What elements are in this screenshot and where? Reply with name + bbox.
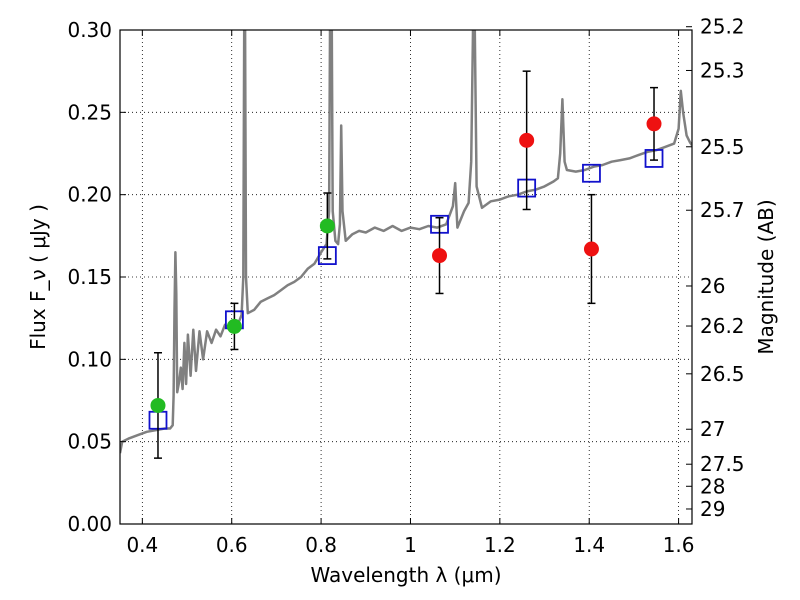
grid-lines <box>120 30 692 524</box>
y-tick-label: 0.05 <box>67 430 112 454</box>
x-axis-label: Wavelength λ (μm) <box>310 563 501 587</box>
y-tick-label: 0.15 <box>67 265 112 289</box>
x-tick-label: 0.6 <box>216 533 248 557</box>
mag-tick-label: 26.2 <box>700 314 745 338</box>
spectrum-line <box>120 30 692 454</box>
y-axis-label: Flux F_ν ( μJy ) <box>26 204 50 350</box>
mag-tick-label: 28 <box>700 474 725 498</box>
y2-axis-label-text: Magnitude (AB) <box>754 199 778 354</box>
mag-tick-label: 25.5 <box>700 135 745 159</box>
y-tick-label: 0.25 <box>67 100 112 124</box>
mag-tick-label: 27.5 <box>700 452 745 476</box>
x-tick-label: 1.4 <box>573 533 605 557</box>
x-tick-label: 0.4 <box>126 533 158 557</box>
y-tick-label: 0.00 <box>67 512 112 536</box>
mag-tick-label: 26 <box>700 274 725 298</box>
plot-frame <box>119 29 693 525</box>
green-data-point <box>319 218 335 234</box>
green-data-point <box>150 397 166 413</box>
mag-tick-label: 25.3 <box>700 58 745 82</box>
y-tick-label: 0.30 <box>67 18 112 42</box>
red-data-point <box>432 248 448 264</box>
green-data-point <box>226 318 242 334</box>
y-tick-label: 0.10 <box>67 347 112 371</box>
y2-axis-label: Magnitude (AB) <box>754 199 778 354</box>
x-tick-label: 1 <box>404 533 417 557</box>
mag-tick-label: 27 <box>700 417 725 441</box>
axis-ticks: 0.4 0.6 0.8 1 1.2 1.4 1.6 0.00 0.05 0.10 0.15 0.20 0… <box>67 15 744 557</box>
x-axis-label-text: Wavelength λ (μm) <box>310 563 501 587</box>
plot-area <box>120 30 692 459</box>
red-data-point <box>646 116 662 132</box>
mag-tick-label: 25.2 <box>700 15 745 39</box>
mag-tick-label: 25.7 <box>700 198 745 222</box>
x-tick-label: 1.2 <box>484 533 516 557</box>
red-data-point <box>519 132 535 148</box>
y-axis-label-text: Flux F_ν ( μJy ) <box>26 204 50 350</box>
red-data-point <box>583 241 599 257</box>
mag-tick-label: 29 <box>700 497 725 521</box>
x-tick-label: 0.8 <box>305 533 337 557</box>
model-square-marker <box>582 163 601 183</box>
mag-tick-label: 26.5 <box>700 362 745 386</box>
y-tick-label: 0.20 <box>67 183 112 207</box>
x-tick-label: 1.6 <box>663 533 695 557</box>
